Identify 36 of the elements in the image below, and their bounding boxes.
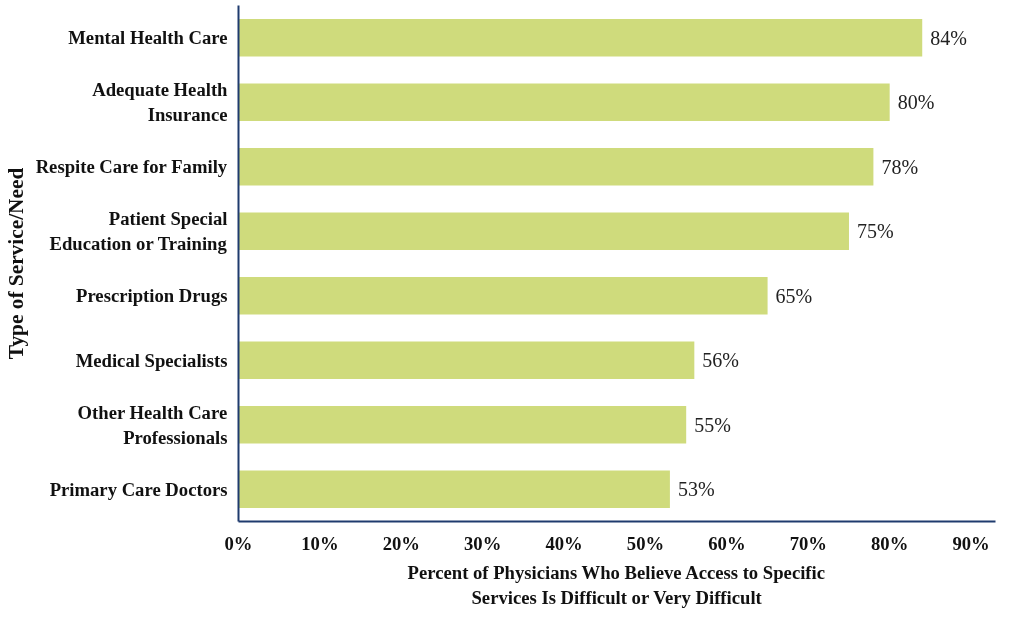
bar: [238, 470, 670, 508]
x-tick-label: 70%: [789, 532, 827, 554]
y-tick-label: Respite Care for Family: [35, 156, 228, 178]
y-tick-label: Mental Health Care: [68, 27, 228, 49]
x-tick-label: 90%: [952, 532, 990, 554]
x-tick-label: 20%: [382, 532, 420, 554]
x-tick-label: 30%: [464, 532, 502, 554]
data-label: 56%: [702, 349, 739, 372]
bar: [238, 148, 874, 186]
y-tick-label: Adequate Health Insurance: [92, 79, 229, 126]
data-label: 75%: [856, 220, 894, 243]
y-tick-label: Primary Care Doctors: [49, 478, 228, 500]
y-tick-label: Other Health Care Professionals: [77, 401, 228, 448]
bar: [238, 406, 687, 444]
data-label: 78%: [881, 155, 919, 178]
y-tick-label: Prescription Drugs: [76, 285, 228, 307]
bar: [238, 19, 923, 57]
y-tick-label: Patient Special Education or Training: [49, 208, 228, 255]
x-tick-label: 10%: [301, 532, 339, 554]
bar: [238, 83, 890, 121]
data-label: 65%: [775, 284, 813, 307]
x-tick-label: 0%: [224, 532, 253, 554]
bar: [238, 212, 849, 250]
bar: [238, 277, 768, 315]
x-tick-label: 50%: [626, 532, 665, 554]
data-label: 80%: [897, 91, 935, 114]
y-axis-title: Type of Service/Need: [3, 167, 28, 360]
data-label: 55%: [694, 413, 731, 436]
data-label: 53%: [677, 478, 715, 501]
x-tick-label: 60%: [708, 532, 746, 554]
y-tick-label: Medical Specialists: [75, 349, 228, 371]
x-tick-label: 40%: [545, 532, 583, 554]
x-axis-title: Percent of Physicians Who Believe Access to Specific Services Is Difficult or Very Difficult: [407, 561, 826, 608]
bar: [238, 341, 695, 379]
data-label: 84%: [930, 26, 967, 49]
x-tick-label: 80%: [871, 532, 909, 554]
